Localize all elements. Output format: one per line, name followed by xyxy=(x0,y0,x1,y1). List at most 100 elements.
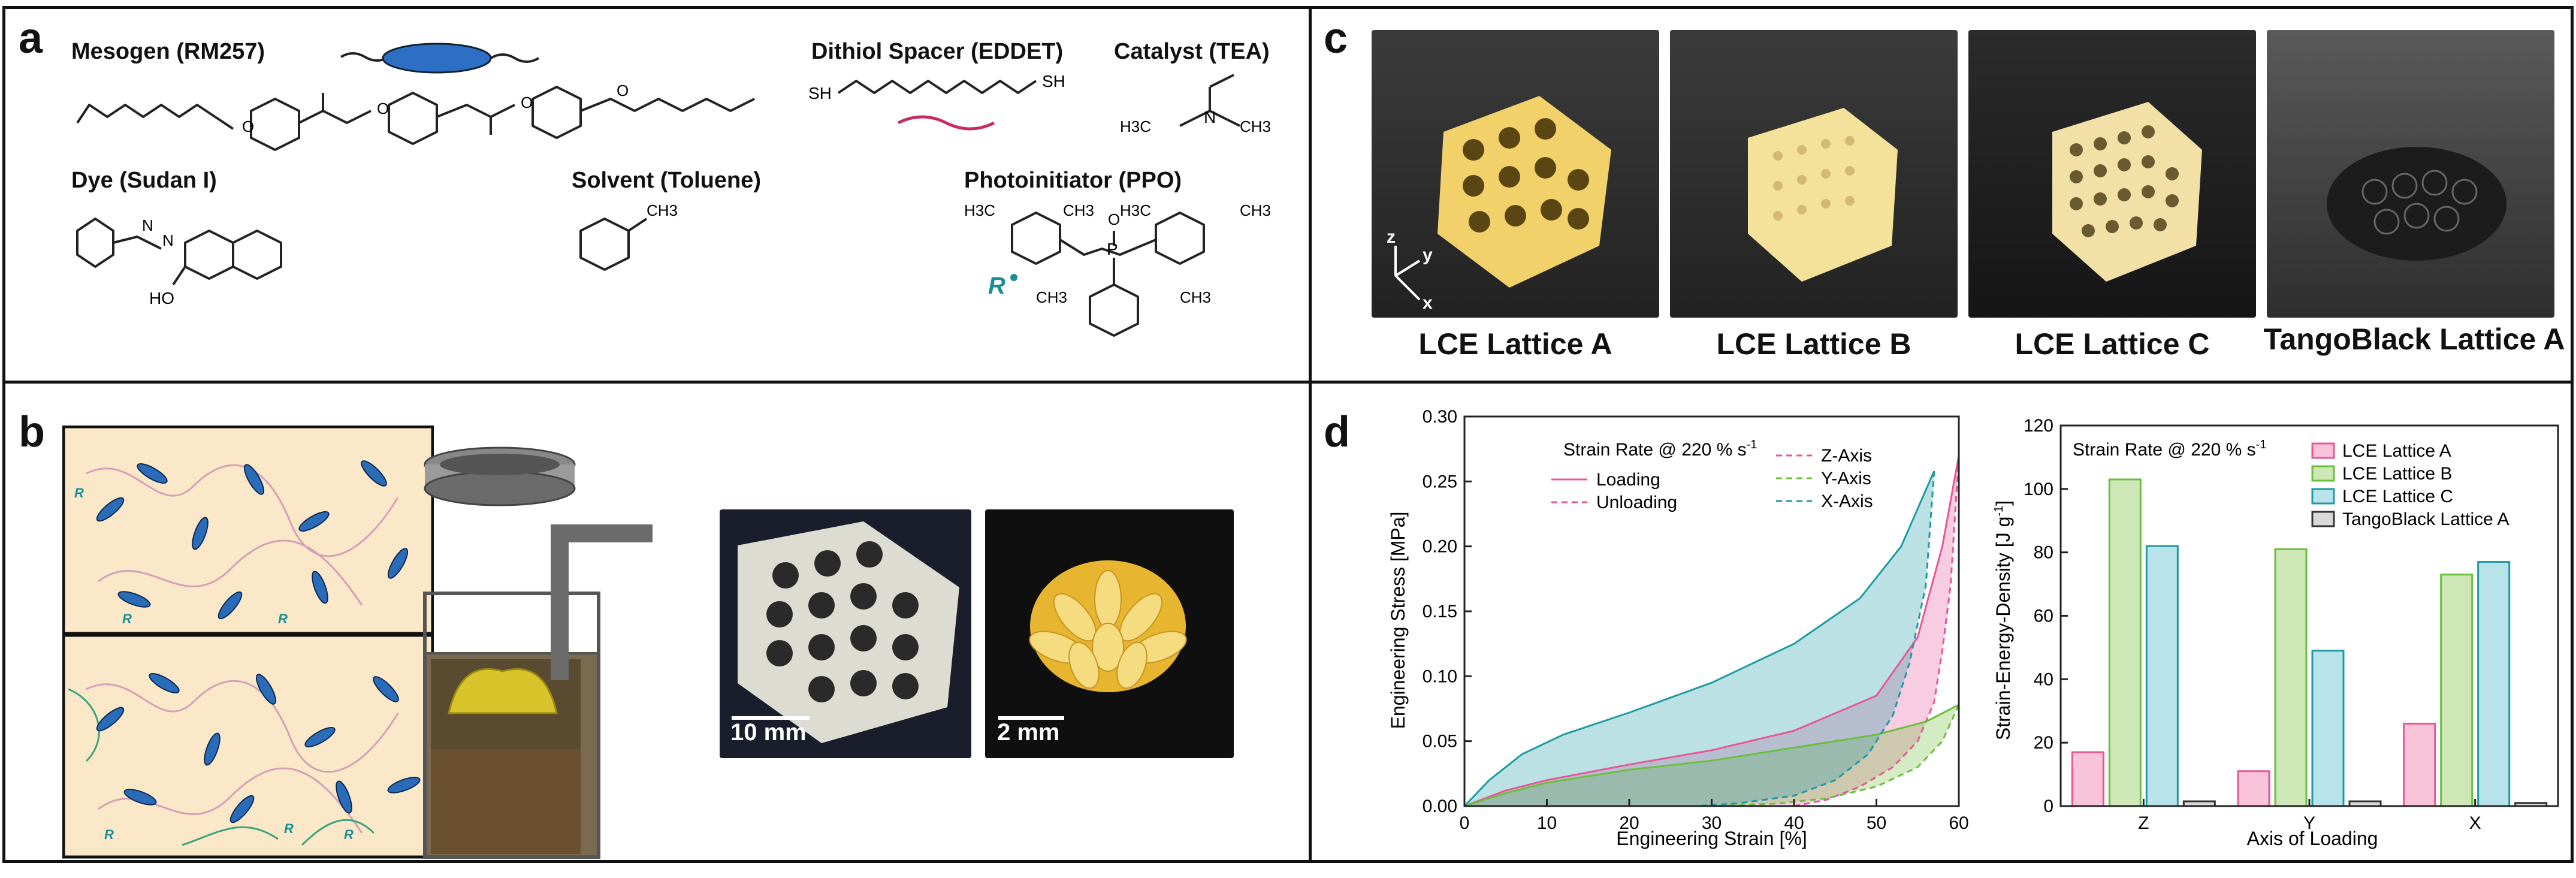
caption-lattice-c: LCE Lattice C xyxy=(2015,327,2210,361)
y-tick-label: 0.30 xyxy=(1423,407,1457,427)
strain-rate-annotation: Strain Rate @ 220 % s-1 xyxy=(1563,438,1757,460)
bar-strain-rate-annotation: Strain Rate @ 220 % s-1 xyxy=(2073,438,2266,460)
y-tick-label: 0.20 xyxy=(1423,537,1457,557)
mesogen-label: Mesogen (RM257) xyxy=(71,39,265,64)
mesogen-icon xyxy=(340,43,540,74)
radical-label-5: R xyxy=(284,821,294,836)
legend-entry: LCE Lattice C xyxy=(2342,487,2453,506)
y-tick-label: 100 xyxy=(2024,479,2053,499)
x-tick-label: 0 xyxy=(1460,813,1470,833)
legend-swatch xyxy=(2311,488,2335,505)
legend-unloading: Unloading xyxy=(1596,493,1677,512)
y-tick-label: 0.25 xyxy=(1423,472,1457,491)
x-tick-label: 40 xyxy=(1784,813,1804,833)
sudan-n1: N xyxy=(142,216,153,234)
bar-lce-lattice-b-y xyxy=(2274,548,2308,807)
bar-x-axis-label: Axis of Loading xyxy=(2247,828,2378,849)
scale-label-10mm: 10 mm xyxy=(730,719,807,746)
solvent-label: Solvent (Toluene) xyxy=(572,168,761,193)
rm257-structure xyxy=(76,86,755,151)
svg-text:O: O xyxy=(242,117,254,135)
legend-entry: TangoBlack Lattice A xyxy=(2342,509,2509,529)
radical-label-2: R xyxy=(122,611,132,626)
x-tick-label: 10 xyxy=(1537,813,1557,833)
x-tick-label: 50 xyxy=(1867,813,1886,833)
tea-ch3: CH3 xyxy=(1240,117,1271,135)
lattice-c-photo xyxy=(1968,30,2256,318)
eddet-structure xyxy=(837,80,1037,94)
ppo-h3c-1: H3C xyxy=(964,201,995,219)
stress-strain-chart: 0 10 20 30 40 50 60 0.00 0.05 0.10 0.15 0.20 0.25 0.3… xyxy=(1387,407,1969,849)
sudan-ho: HO xyxy=(149,289,174,307)
legend-entry: LCE Lattice A xyxy=(2342,441,2451,461)
ppo-ch3-2: CH3 xyxy=(1240,201,1271,219)
lattice-photo: 10 mm xyxy=(720,509,971,758)
svg-text:O: O xyxy=(377,99,389,117)
ppo-radical: R xyxy=(988,273,1005,299)
unloading-curve-z-axis xyxy=(1793,455,1960,807)
bar-lce-lattice-a-z xyxy=(2071,751,2104,807)
axes-glyph xyxy=(1394,246,1421,301)
bar-lce-lattice-c-x xyxy=(2477,561,2511,807)
x-tick-label: 30 xyxy=(1702,813,1722,833)
legend-swatch xyxy=(2311,511,2335,527)
loading-curve-x-axis xyxy=(1463,470,1935,807)
bar-lce-lattice-c-z xyxy=(2145,545,2179,807)
hysteresis-area-x-axis xyxy=(1464,471,1934,806)
category-label: Y xyxy=(2303,813,2315,833)
x-tick-label: 60 xyxy=(1949,813,1968,833)
y-tick-label: 0.15 xyxy=(1423,602,1457,621)
radical-dot xyxy=(1010,274,1017,281)
lattice-b-photo xyxy=(1670,30,1958,318)
loading-curve-y-axis xyxy=(1464,704,1959,807)
y-tick-label: 0.10 xyxy=(1423,666,1457,686)
dye-label: Dye (Sudan I) xyxy=(71,168,217,193)
y-tick-label: 0.00 xyxy=(1423,796,1457,816)
panel-c-label: c xyxy=(1324,14,1348,62)
legend-entry: LCE Lattice B xyxy=(2342,464,2452,484)
printer-schematic xyxy=(423,446,653,859)
tea-structure xyxy=(1179,74,1240,127)
hysteresis-area-z-axis xyxy=(1464,455,1959,806)
panel-d: d 0 10 20 30 40 50 60 0.00 0.05 0.10 0.15 0.20 0.25 0… xyxy=(1309,381,2574,863)
bar-y-axis-label: Strain-Energy-Density [J g-1] xyxy=(1992,500,2014,740)
y-tick-label: 120 xyxy=(2024,416,2053,436)
lattice-a-photo: z y x xyxy=(1372,30,1659,318)
scale-label-2mm: 2 mm xyxy=(997,719,1060,746)
radical-label-4: R xyxy=(104,827,114,842)
sudan-n2: N xyxy=(162,231,174,249)
network-schematic: R R R R R R xyxy=(62,426,434,859)
tangoblack-photo xyxy=(2267,30,2554,318)
x-axis-label: Engineering Strain [%] xyxy=(1616,828,1807,849)
unloading-curve-x-axis xyxy=(1695,470,1935,807)
scale-bar-10mm xyxy=(732,716,810,720)
axis-y-label: y xyxy=(1423,245,1433,265)
panel-b-label: b xyxy=(19,408,45,456)
bar-lce-lattice-a-y xyxy=(2237,770,2270,807)
bar-lce-lattice-a-x xyxy=(2403,722,2436,807)
panel-b: b xyxy=(2,381,1312,863)
y-tick-label: 0 xyxy=(2043,796,2053,816)
flower-image xyxy=(1029,560,1187,692)
sudan-structure xyxy=(76,218,282,286)
flower-photo: 2 mm xyxy=(985,509,1234,758)
spacer-label: Dithiol Spacer (EDDET) xyxy=(811,39,1064,64)
ppo-ch3-3: CH3 xyxy=(1036,288,1067,306)
y-axis-label: Engineering Stress [MPa] xyxy=(1387,512,1409,729)
axis-x-label: x xyxy=(1423,293,1433,313)
ppo-ch3-1: CH3 xyxy=(1063,201,1094,219)
legend-y-axis: Y-Axis xyxy=(1821,469,1871,488)
panel-a: a Mesogen (RM257) Dithiol Spacer (EDDET)… xyxy=(2,6,1312,384)
catalyst-label: Catalyst (TEA) xyxy=(1114,39,1270,64)
category-label: Z xyxy=(2138,813,2149,833)
spacer-icon xyxy=(897,115,995,131)
radical-label-1: R xyxy=(74,485,84,500)
tea-n: N xyxy=(1204,108,1216,126)
sh-right: SH xyxy=(1042,72,1065,90)
ppo-p: P xyxy=(1107,240,1118,258)
ppo-o: O xyxy=(1108,210,1120,228)
axis-z-label: z xyxy=(1387,227,1396,247)
caption-tangoblack: TangoBlack Lattice A xyxy=(2263,322,2565,356)
category-label: X xyxy=(2469,813,2481,833)
y-tick-label: 20 xyxy=(2034,733,2053,753)
